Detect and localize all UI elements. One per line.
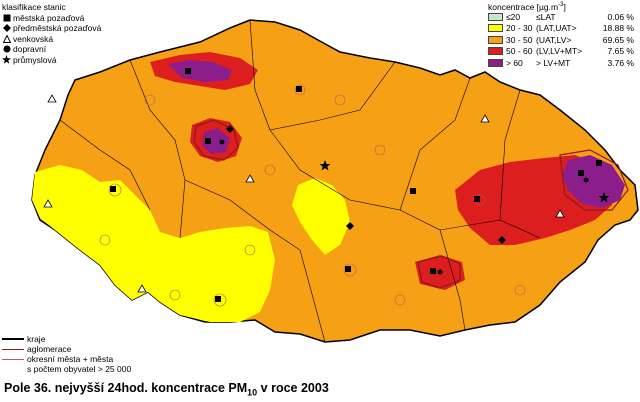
concentration-class-row: 30 - 50 (UAT,LV> 69.65 %: [488, 34, 638, 46]
triangle-icon: [2, 34, 11, 43]
map-caption: Pole 36. nejvyšší 24hod. koncentrace PM1…: [4, 381, 329, 398]
station-legend-item-rural: venkovská: [2, 34, 101, 45]
medium-line-icon: [2, 348, 24, 350]
concentration-legend: koncentrace [µg.m-3] ≤20 ≤LAT 0.06 % 20 …: [488, 0, 638, 69]
zone-yellow-west: [32, 165, 275, 322]
color-swatch: [488, 47, 503, 56]
concentration-legend-title: koncentrace [µg.m-3]: [488, 1, 566, 12]
line-legend-item-towns: okresní města + města: [2, 354, 131, 364]
zone-purple-ostrava: [562, 155, 625, 208]
color-swatch: [488, 24, 503, 33]
circle-icon: [2, 45, 11, 54]
zone-yellow-central: [292, 178, 350, 255]
traffic-stations: [219, 139, 589, 275]
zone-purple-northwest: [168, 60, 232, 82]
station-legend: klasifikace stanic městská pozaďová před…: [2, 2, 101, 65]
station-legend-title: klasifikace stanic: [2, 2, 66, 12]
region-borders: [59, 19, 541, 343]
agglomeration-outlines: [193, 119, 629, 289]
zone-purple-prague: [202, 128, 230, 154]
station-legend-item-traffic: dopravní: [2, 44, 101, 55]
concentration-class-row: 50 - 60 (LV,LV+MT> 7.65 %: [488, 46, 638, 58]
station-legend-item-industrial: průmyslová: [2, 55, 101, 66]
color-swatch: [488, 12, 503, 21]
thick-line-icon: [2, 338, 24, 340]
color-swatch: [488, 35, 503, 44]
color-swatch: [488, 58, 503, 67]
station-legend-item-urban: městská pozaďová: [2, 13, 101, 24]
industrial-stations: [319, 160, 610, 203]
concentration-class-row: > 60 > LV+MT 3.76 %: [488, 57, 638, 69]
line-legend-item-regions: kraje: [2, 334, 131, 344]
star-icon: [2, 55, 11, 65]
concentration-class-row: ≤20 ≤LAT 0.06 %: [488, 11, 638, 23]
station-legend-item-suburban: předměstská pozaďová: [2, 23, 101, 34]
station-markers: [43, 68, 610, 302]
concentration-class-row: 20 - 30 (LAT,UAT> 18.88 %: [488, 23, 638, 35]
line-legend: kraje aglomerace okresní města + města s…: [2, 334, 131, 374]
square-icon: [2, 13, 11, 22]
suburban-background-stations: [226, 125, 506, 244]
rural-stations: [43, 94, 565, 293]
line-legend-item-agglomeration: aglomerace: [2, 344, 131, 354]
urban-background-stations: [110, 68, 602, 302]
diamond-icon: [2, 24, 11, 33]
thin-line-icon: [2, 358, 24, 360]
line-legend-note: s počtem obyvatel > 25 000: [27, 364, 132, 374]
